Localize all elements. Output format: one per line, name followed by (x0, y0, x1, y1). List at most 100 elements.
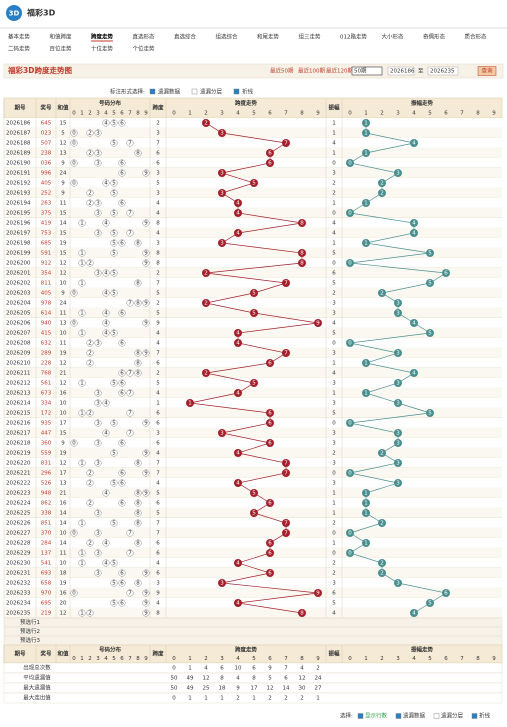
nav-link[interactable]: 和尾走势 (257, 33, 280, 41)
digit-header: 2 (380, 656, 384, 662)
nav-link[interactable]: 组三走势 (299, 33, 322, 41)
draw-number: 023 (41, 131, 52, 137)
draw-number: 614 (41, 311, 52, 317)
footer-checkbox[interactable] (357, 713, 364, 719)
query-button[interactable] (477, 66, 497, 76)
nav-link[interactable]: 直选形态 (133, 33, 156, 41)
footer-checkbox[interactable] (395, 713, 402, 719)
stats-value: 4 (300, 666, 304, 672)
digit-hit-label: 6 (120, 241, 124, 247)
digit-hit-label: 1 (80, 551, 84, 557)
select-box[interactable] (351, 66, 383, 76)
option-checkbox[interactable] (149, 88, 156, 95)
span-ball (250, 179, 258, 187)
digit-header: 6 (268, 111, 272, 117)
footer-checkbox[interactable] (433, 713, 440, 719)
span: 4 (156, 481, 160, 487)
issue: 2026193 (6, 191, 31, 197)
digit-hit (102, 289, 110, 297)
nav-link[interactable]: 大小形态 (382, 33, 405, 41)
digit-hit (134, 539, 142, 547)
option-checkbox[interactable] (233, 88, 240, 95)
nav-link[interactable]: 奇偶形态 (423, 33, 446, 41)
amp-ball (410, 319, 418, 327)
digit-hit (94, 459, 102, 467)
logo-icon (6, 5, 22, 21)
nav-link[interactable]: 个位走势 (133, 45, 156, 53)
nav-link[interactable]: 百位走势 (50, 45, 73, 53)
amplitude: 6 (332, 591, 336, 597)
span-ball-label: 3 (220, 431, 224, 437)
digit-hit-label: 3 (96, 391, 100, 397)
column-header: 振幅 (328, 104, 340, 112)
digit-hit-label: 4 (104, 121, 108, 127)
row-bg (4, 258, 502, 268)
digit-header: 7 (460, 656, 464, 662)
row-bg (4, 338, 502, 348)
issue: 2026196 (6, 221, 31, 227)
stats-value: 1 (204, 696, 208, 702)
digit-hit (134, 369, 142, 377)
nav-link[interactable]: 和值跨度 (50, 33, 73, 41)
digit-hit (94, 339, 102, 347)
digit-header: 8 (476, 656, 480, 662)
amp-ball-label: 3 (396, 481, 400, 487)
digit-hit (78, 459, 86, 467)
sum: 17 (60, 471, 67, 477)
stats-value: 49 (187, 676, 194, 682)
nav-link[interactable]: 二码走势 (8, 45, 31, 53)
nav-link[interactable]: 十位走势 (91, 45, 114, 53)
digit-header: 1 (188, 656, 192, 662)
digit-hit (78, 609, 86, 617)
issue: 2026197 (6, 231, 31, 237)
span-ball (234, 209, 242, 217)
digit-header: 8 (300, 656, 304, 662)
issue: 2026234 (6, 601, 31, 607)
sum: 9 (61, 291, 65, 297)
draw-number: 970 (41, 591, 52, 597)
sum: 16 (60, 501, 67, 507)
draw-number: 284 (41, 541, 52, 547)
row-bg (4, 218, 502, 228)
span-ball-label: 7 (284, 471, 288, 477)
digit-hit (94, 399, 102, 407)
quick-link[interactable]: 最近50期 (270, 67, 294, 75)
column-header: 跨度走势 (235, 645, 258, 653)
digit-hit (102, 399, 110, 407)
digit-hit-label: 0 (72, 531, 76, 537)
digit-hit-label: 9 (144, 491, 148, 497)
stats-value: 2 (316, 666, 320, 672)
from-input[interactable] (387, 66, 415, 76)
digit-header: 7 (128, 656, 132, 662)
digit-header: 1 (80, 111, 84, 117)
quick-link[interactable]: 最近100期 (298, 67, 325, 75)
amp-ball (346, 339, 354, 347)
amplitude: 4 (332, 371, 336, 377)
nav-link[interactable]: 组选综合 (216, 33, 239, 41)
amp-ball-label: 4 (412, 371, 416, 377)
nav-link[interactable]: 直选综合 (174, 33, 197, 41)
digit-hit (86, 339, 94, 347)
sum: 13 (60, 151, 67, 157)
to-input[interactable] (427, 66, 459, 76)
nav-link[interactable]: 质合形态 (465, 33, 488, 41)
nav-link[interactable]: 基本走势 (8, 33, 31, 41)
option-checkbox[interactable] (191, 88, 198, 95)
digit-hit-label: 9 (144, 451, 148, 457)
amplitude: 4 (332, 141, 336, 147)
sum: 13 (60, 321, 67, 327)
quick-link[interactable]: 最近120期 (326, 67, 353, 75)
amp-ball (442, 269, 450, 277)
span-ball (218, 579, 226, 587)
amplitude: 1 (332, 361, 336, 367)
amp-ball (426, 599, 434, 607)
footer-checkbox[interactable] (471, 713, 478, 719)
span: 4 (156, 201, 160, 207)
span-ball (202, 299, 210, 307)
draw-number: 685 (41, 241, 52, 247)
nav-link[interactable]: 012路走势 (340, 33, 367, 41)
amplitude: 1 (332, 151, 336, 157)
nav-link[interactable]: 跨度走势 (91, 33, 114, 41)
digit-hit-label: 9 (144, 571, 148, 577)
draw-number: 338 (41, 511, 52, 517)
